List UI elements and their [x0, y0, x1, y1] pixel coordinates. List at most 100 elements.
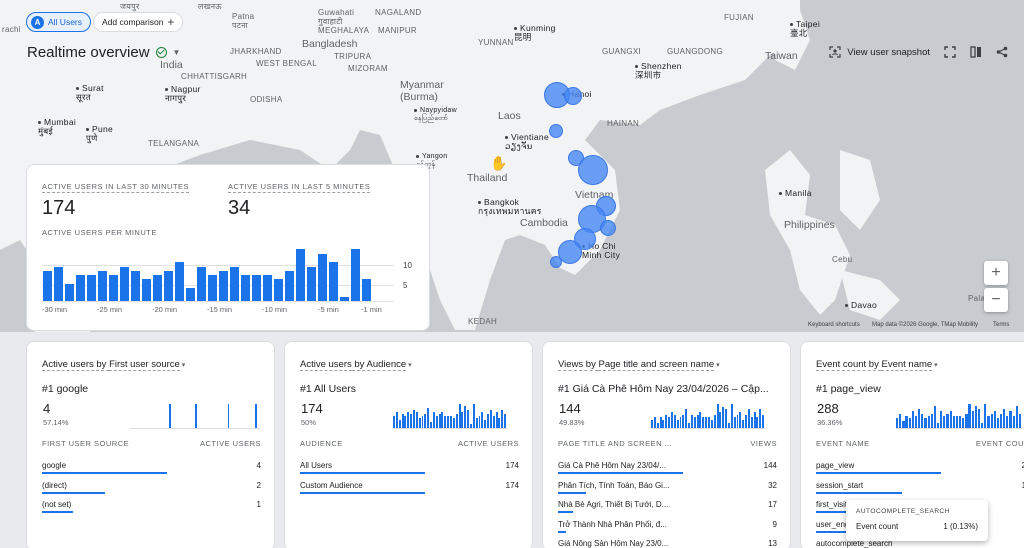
table-row[interactable]: Giá Cà Phê Hôm Nay 23/04/... 144 — [558, 458, 777, 478]
minute-bar[interactable] — [164, 270, 173, 301]
fullscreen-icon[interactable] — [944, 46, 956, 58]
minute-bar[interactable] — [175, 262, 184, 301]
table-row[interactable]: Trở Thành Nhà Phân Phối, đ... 9 — [558, 517, 777, 537]
minute-bar[interactable] — [252, 275, 261, 301]
card-dimension-dropdown[interactable]: Event name — [881, 359, 933, 371]
minute-bar[interactable] — [362, 279, 371, 301]
view-user-snapshot-button[interactable]: View user snapshot — [829, 46, 930, 58]
sparkline-bar — [962, 418, 965, 428]
sparkline-bar — [965, 413, 968, 428]
map-bubble[interactable] — [549, 124, 563, 138]
table-row[interactable]: autocomplete_search — [816, 536, 1024, 548]
table-row[interactable]: Giá Nông Sản Hôm Nay 23/0... 13 — [558, 536, 777, 548]
map-label-bangladesh: Bangladesh — [302, 38, 358, 50]
row-value: 17 — [768, 500, 777, 509]
minute-bar[interactable] — [340, 296, 349, 301]
chart-baseline — [42, 301, 394, 302]
map-label-kunming: Kunming 昆明 — [514, 23, 556, 43]
row-label: (not set) — [42, 500, 72, 509]
zoom-out-button[interactable]: − — [984, 288, 1008, 312]
card-dimension-dropdown[interactable]: First user source — [109, 359, 180, 371]
map-label-pala: Pala — [968, 294, 986, 303]
sparkline-bar — [464, 406, 467, 428]
share-icon[interactable] — [996, 46, 1008, 58]
sparkline-bar — [943, 416, 946, 428]
minute-bar[interactable] — [131, 270, 140, 301]
sparkline-bar — [656, 422, 659, 428]
table-row[interactable]: page_view 288 — [816, 458, 1024, 478]
row-share-bar — [558, 511, 573, 513]
sparkline-chart[interactable] — [130, 404, 260, 429]
all-users-chip[interactable]: A All Users — [26, 12, 92, 32]
card-dimension-dropdown[interactable]: Page title and screen name — [598, 359, 715, 371]
table-row[interactable]: session_start 197 — [816, 478, 1024, 498]
sparkline-chart[interactable] — [393, 404, 507, 429]
minute-bar[interactable] — [76, 275, 85, 301]
card-title: Views by Page title and screen name ▾ — [558, 359, 720, 371]
minute-bar[interactable] — [186, 288, 195, 301]
sparkline-bar — [927, 416, 930, 428]
minute-bar[interactable] — [307, 266, 316, 301]
table-row[interactable]: Phân Tích, Tính Toán, Báo Gi... 32 — [558, 478, 777, 498]
sparkline-bar — [739, 412, 742, 428]
minute-bar[interactable] — [351, 249, 360, 301]
minute-bar[interactable] — [296, 249, 305, 301]
row-label: Phân Tích, Tính Toán, Báo Gi... — [558, 480, 670, 490]
table-row[interactable]: All Users 174 — [300, 458, 519, 478]
minute-bar[interactable] — [219, 270, 228, 301]
chevron-down-icon[interactable]: ▼ — [172, 48, 181, 57]
map-keyboard-shortcuts[interactable]: Keyboard shortcuts — [808, 322, 860, 328]
minute-bar[interactable] — [230, 266, 239, 301]
minute-bar[interactable] — [109, 275, 118, 301]
minute-bar[interactable] — [318, 253, 327, 301]
table-row[interactable]: (not set) 1 — [42, 497, 261, 517]
per-minute-bar-chart[interactable] — [42, 245, 372, 301]
map-bubble[interactable] — [578, 155, 608, 185]
minute-bar[interactable] — [54, 266, 63, 301]
sparkline-bar — [467, 410, 470, 428]
minute-bar[interactable] — [98, 270, 107, 301]
map-label-surat: Surat सूरत — [76, 83, 104, 103]
table-row[interactable]: Nhà Bè Agri, Thiết Bị Tưới, D... 17 — [558, 497, 777, 517]
sparkline-bar — [936, 423, 940, 428]
minute-bar[interactable] — [153, 275, 162, 301]
map-bubble[interactable] — [600, 220, 616, 236]
sparkline-bar — [430, 422, 433, 428]
map-bubble[interactable] — [550, 256, 562, 268]
table-row[interactable]: Custom Audience 174 — [300, 478, 519, 498]
card-title-prefix: Views by — [558, 359, 599, 371]
minute-bar[interactable] — [208, 275, 217, 301]
sparkline-bar — [955, 416, 959, 428]
add-comparison-button[interactable]: Add comparison + — [93, 12, 184, 32]
x-tick-label: -5 min — [318, 305, 339, 314]
minute-bar[interactable] — [285, 270, 294, 301]
map-terms-link[interactable]: Terms — [993, 322, 1010, 328]
row-label: (direct) — [42, 480, 67, 490]
hand-cursor-icon: ✋ — [490, 155, 508, 171]
minute-bar[interactable] — [120, 266, 129, 301]
sparkline-chart[interactable] — [651, 404, 765, 429]
sparkline-bar — [395, 412, 398, 428]
minute-bar[interactable] — [142, 279, 151, 301]
zoom-in-button[interactable]: + — [984, 261, 1008, 285]
table-row[interactable]: (direct) 2 — [42, 478, 261, 498]
tooltip-value: 1 (0.13%) — [943, 522, 978, 531]
minute-bar[interactable] — [329, 262, 338, 301]
compare-icon[interactable] — [970, 46, 982, 58]
active-users-summary-card: ACTIVE USERS IN LAST 30 MINUTES 174 ACTI… — [26, 164, 430, 331]
map-bubble[interactable] — [558, 240, 582, 264]
minute-bar[interactable] — [87, 275, 96, 301]
minute-bar[interactable] — [274, 279, 283, 301]
sparkline-chart[interactable] — [896, 404, 1022, 429]
table-row[interactable]: google 4 — [42, 458, 261, 478]
minute-bar[interactable] — [197, 266, 206, 301]
minute-bar[interactable] — [65, 283, 74, 301]
minute-bar[interactable] — [43, 270, 52, 301]
minute-bar[interactable] — [263, 275, 272, 301]
card-dimension-dropdown[interactable]: by Audience — [351, 359, 407, 371]
minute-bar[interactable] — [241, 275, 250, 301]
sparkline-bar — [713, 414, 716, 428]
map-bubble[interactable] — [564, 87, 582, 105]
sparkline-bar — [899, 413, 902, 428]
top-item-percent: 57.14% — [43, 418, 69, 427]
